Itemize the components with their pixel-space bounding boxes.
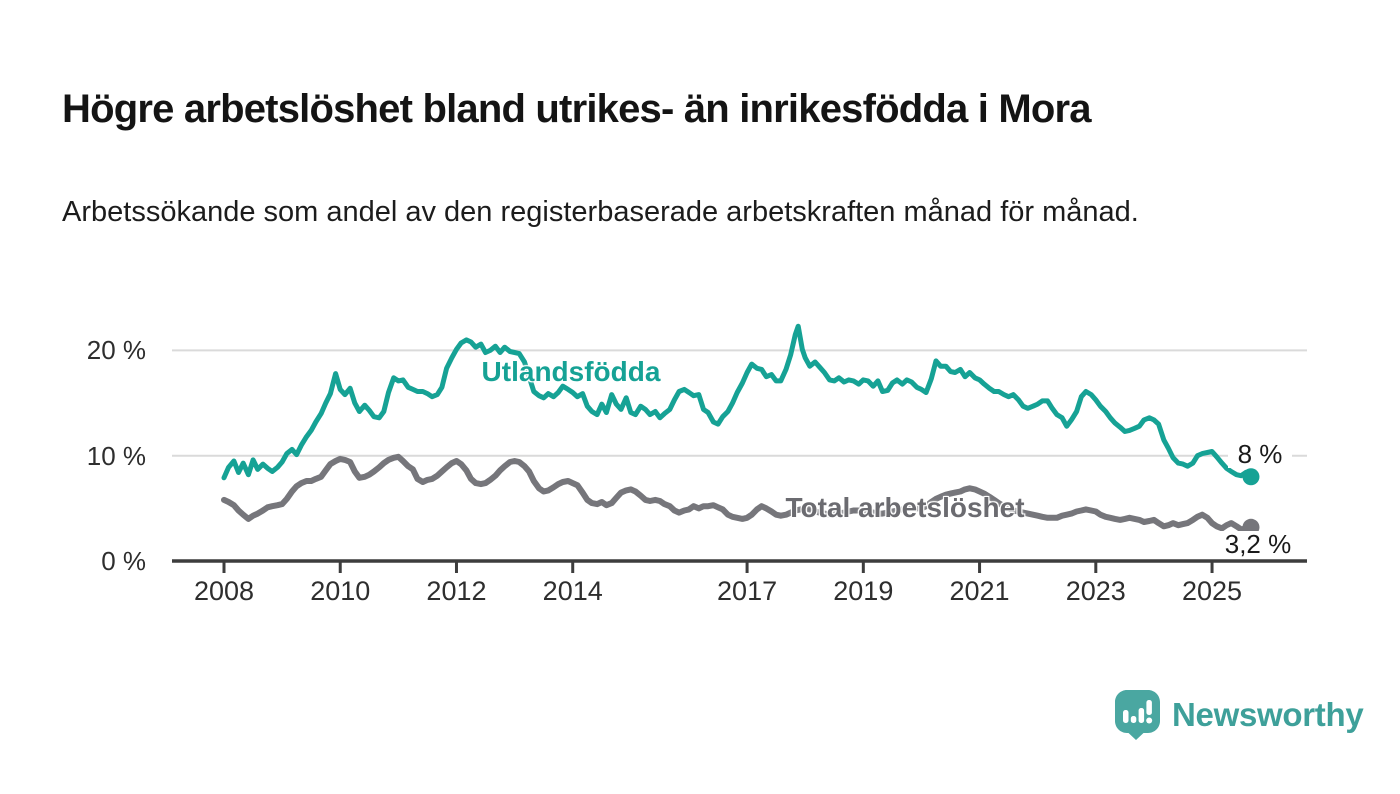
x-tick-label: 2021 <box>949 576 1010 606</box>
series-line-utlandsfodda <box>221 323 1254 481</box>
x-tick-label: 2014 <box>542 576 603 606</box>
series-label-utlandsfodda: Utlandsfödda <box>481 356 661 387</box>
x-tick-label: 2025 <box>1181 576 1243 606</box>
x-tick-label: 2012 <box>426 576 487 606</box>
x-tick-label: 2017 <box>717 576 778 606</box>
x-tick-label: 2023 <box>1065 576 1126 606</box>
y-tick-label: 0 % <box>101 546 146 576</box>
newsworthy-logo-icon <box>1115 690 1160 740</box>
end-value-label-total: 3,2 % <box>1220 531 1296 558</box>
x-tick-label: 2008 <box>193 576 255 606</box>
page-title: Högre arbetslöshet bland utrikes- än inr… <box>62 86 1092 131</box>
x-tick-label: 2010 <box>310 576 371 606</box>
x-tick-label: 2019 <box>833 576 894 606</box>
page-subtitle: Arbetssökande som andel av den registerb… <box>62 196 1139 228</box>
newsworthy-logo: Newsworthy <box>1115 690 1364 740</box>
series-label-total-arbetsloshet: Total arbetslöshet <box>785 492 1025 523</box>
newsworthy-logo-text: Newsworthy <box>1172 696 1364 733</box>
end-value-label-utlandsfodda: 8 % <box>1228 441 1292 468</box>
series-line-total <box>221 453 1254 533</box>
endpoint-dot-utlandsfodda <box>1242 468 1260 486</box>
y-tick-label: 20 % <box>86 335 146 366</box>
y-tick-label: 10 % <box>86 440 146 471</box>
